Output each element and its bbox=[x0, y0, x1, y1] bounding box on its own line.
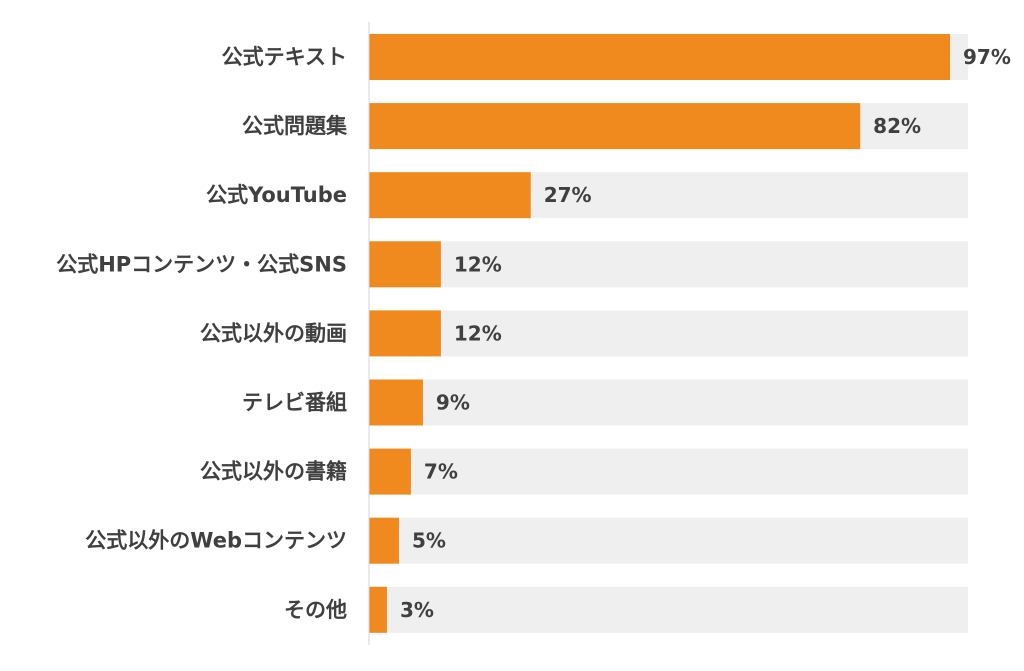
category-label: 公式テキスト bbox=[222, 45, 347, 69]
category-label: 公式以外の書籍 bbox=[200, 460, 347, 484]
bar-track bbox=[369, 241, 968, 288]
bar-track bbox=[369, 448, 968, 495]
bar bbox=[369, 517, 399, 564]
category-label: 公式以外の動画 bbox=[200, 321, 347, 345]
bar-track bbox=[369, 517, 968, 564]
data-label: 9% bbox=[436, 391, 470, 415]
data-label: 3% bbox=[400, 598, 434, 622]
data-label: 7% bbox=[424, 460, 458, 484]
bar bbox=[369, 172, 531, 219]
category-label: 公式以外のWebコンテンツ bbox=[85, 529, 347, 553]
data-label: 12% bbox=[454, 321, 502, 345]
data-label: 97% bbox=[963, 45, 1011, 69]
value-labels: 97% 82% 27% 12% 12% 9% 7% 5% 3% bbox=[400, 45, 1011, 622]
bars bbox=[369, 34, 951, 633]
bar bbox=[369, 379, 423, 426]
category-label: その他 bbox=[284, 598, 347, 622]
bar-tracks bbox=[369, 34, 968, 633]
data-label: 5% bbox=[412, 529, 446, 553]
bar bbox=[369, 310, 441, 357]
data-label: 82% bbox=[873, 114, 921, 138]
bar-track bbox=[369, 586, 968, 633]
bar-track bbox=[369, 310, 968, 357]
bar bbox=[369, 103, 861, 150]
bar bbox=[369, 586, 387, 633]
category-label: 公式YouTube bbox=[206, 183, 347, 207]
bar bbox=[369, 34, 951, 80]
data-label: 12% bbox=[454, 252, 502, 276]
data-label: 27% bbox=[544, 183, 592, 207]
bar-track bbox=[369, 379, 968, 426]
category-label: 公式HPコンテンツ・公式SNS bbox=[56, 252, 347, 276]
bar bbox=[369, 241, 441, 288]
bar bbox=[369, 448, 411, 495]
category-label: テレビ番組 bbox=[242, 391, 347, 415]
category-label: 公式問題集 bbox=[242, 114, 348, 138]
